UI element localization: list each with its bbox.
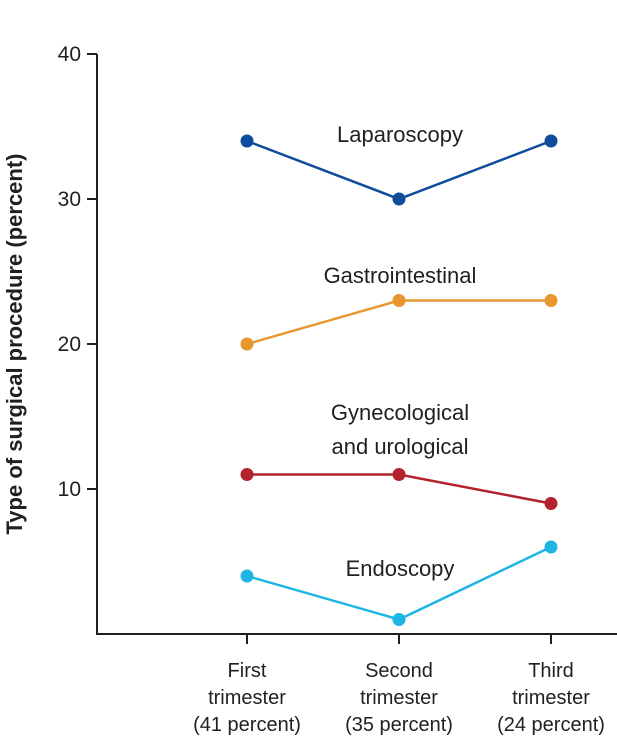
data-point xyxy=(544,540,558,554)
x-tick-label: Second trimester (35 percent) xyxy=(345,660,453,736)
series-label: Laparoscopy xyxy=(337,122,463,147)
x-tick-label: First trimester (41 percent) xyxy=(193,660,301,736)
series-label: Gynecological and urological xyxy=(331,400,469,459)
y-tick-label: 40 xyxy=(58,43,81,66)
y-tick-label: 30 xyxy=(58,188,81,211)
y-tick-label: 10 xyxy=(58,478,81,501)
series-label: Endoscopy xyxy=(346,556,455,581)
x-tick-label: Third trimester (24 percent) xyxy=(497,660,605,736)
series-line xyxy=(246,299,551,346)
axes: 10 20 30 40 First trimester (41 percent) Second… xyxy=(2,43,617,736)
series-label: Gastrointestinal xyxy=(324,263,477,288)
data-point xyxy=(544,294,558,307)
data-point xyxy=(544,497,558,510)
data-point xyxy=(392,294,406,307)
data-point xyxy=(240,569,254,583)
series-line xyxy=(246,139,552,201)
data-point xyxy=(392,192,406,206)
data-point xyxy=(392,613,406,626)
data-point xyxy=(240,134,254,148)
series-labels: Laparoscopy Gastrointestinal Gynecological… xyxy=(324,122,477,581)
data-point xyxy=(392,468,406,481)
data-point xyxy=(240,337,254,351)
data-point xyxy=(544,134,558,148)
y-axis-title: Type of surgical procedure (percent) xyxy=(2,153,27,534)
data-point xyxy=(240,468,254,481)
series-lines xyxy=(240,134,558,626)
y-tick-label: 20 xyxy=(58,333,81,356)
